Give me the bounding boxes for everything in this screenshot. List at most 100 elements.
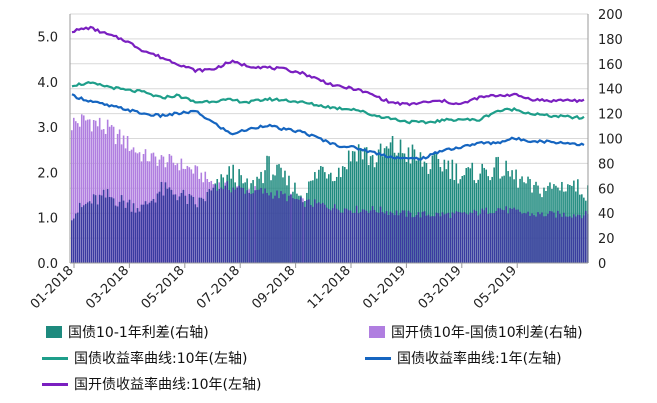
bar-overlap [124, 207, 127, 263]
bar-overlap [256, 189, 258, 263]
bar-overlap [208, 189, 211, 263]
bar-overlap [569, 216, 571, 263]
bar-overlap [505, 206, 507, 263]
bar-overlap [314, 199, 316, 263]
left-tick-label: 0.0 [37, 257, 58, 272]
bar-overlap [445, 213, 448, 263]
bar-overlap [517, 209, 519, 263]
bar-overlap [577, 214, 579, 263]
bar-overlap [238, 185, 240, 263]
bar [138, 152, 141, 263]
bar-overlap [158, 191, 161, 263]
bar [96, 126, 99, 263]
bar-overlap [71, 220, 73, 263]
bar-overlap [108, 196, 111, 263]
right-tick-label: 80 [598, 157, 615, 172]
bar-overlap [232, 187, 234, 263]
bar [419, 152, 422, 263]
bar-overlap [192, 197, 195, 263]
bar [387, 148, 390, 263]
bar [90, 131, 93, 263]
bar-overlap [401, 210, 404, 263]
bar-overlap [377, 212, 380, 263]
bar-overlap [168, 187, 171, 263]
bar-overlap [204, 201, 207, 263]
bar-overlap [497, 208, 499, 263]
bar-overlap [463, 212, 466, 263]
bar-overlap [399, 212, 402, 263]
bar-overlap [96, 204, 99, 263]
bar-overlap [469, 212, 472, 263]
right-tick-label: 160 [598, 58, 623, 73]
bar-overlap [449, 217, 452, 263]
bar-overlap [304, 206, 306, 263]
bar-overlap [150, 200, 153, 263]
bar-overlap [519, 211, 521, 263]
bar-series [71, 114, 589, 264]
bar-overlap [453, 213, 456, 263]
bar-overlap [118, 201, 121, 263]
x-tick-label: 07-2018 [194, 263, 243, 312]
bar [437, 158, 440, 263]
bar-overlap [212, 187, 215, 263]
bar-overlap [306, 199, 308, 263]
bar-overlap [148, 202, 151, 263]
bar-overlap [182, 189, 185, 263]
left-tick-label: 1.0 [37, 212, 58, 227]
right-tick-label: 100 [598, 133, 623, 148]
bar [451, 159, 454, 263]
bar-overlap [579, 215, 581, 263]
bar-overlap [326, 207, 328, 263]
bar-overlap [425, 215, 428, 263]
bar-overlap [345, 208, 348, 263]
bar-overlap [174, 194, 177, 263]
bar-overlap [395, 210, 398, 263]
bar-overlap [268, 195, 270, 263]
bar [112, 126, 115, 263]
bar-overlap [122, 200, 125, 263]
bar-overlap [551, 211, 553, 263]
bar [411, 144, 414, 263]
bar-overlap [351, 212, 354, 263]
bar-overlap [583, 215, 585, 263]
bar-overlap [88, 201, 91, 263]
bar-overlap [531, 213, 533, 263]
bar-overlap [288, 195, 290, 263]
bar-overlap [371, 206, 374, 263]
left-tick-label: 4.0 [37, 76, 58, 91]
bar-overlap [581, 218, 583, 263]
bar [403, 153, 406, 263]
bar-overlap [335, 208, 338, 263]
bar [417, 157, 420, 263]
line-series [71, 25, 585, 161]
bar [110, 125, 113, 264]
bar-overlap [236, 187, 238, 263]
bar [98, 117, 101, 264]
bar-overlap [234, 189, 236, 263]
bar-overlap [347, 210, 350, 263]
bar-overlap [475, 210, 478, 263]
bar [88, 119, 91, 264]
bar-overlap [130, 211, 133, 263]
bar [495, 157, 497, 263]
bar-overlap [495, 210, 497, 263]
bar-overlap [363, 209, 366, 263]
bar-overlap [196, 207, 199, 263]
bar [357, 144, 360, 263]
bar-overlap [252, 193, 254, 263]
bar-overlap [176, 200, 179, 263]
bar [71, 130, 73, 263]
bar-overlap [403, 210, 406, 263]
bar-overlap [413, 216, 416, 263]
bar-overlap [254, 190, 256, 263]
bar-overlap [483, 210, 485, 263]
right-tick-label: 120 [598, 108, 623, 123]
bar-overlap [178, 196, 181, 263]
bar-overlap [557, 210, 559, 263]
bar-overlap [381, 212, 384, 263]
bar-overlap [485, 207, 487, 263]
bar-overlap [529, 215, 531, 263]
bar-overlap [501, 209, 503, 263]
bar-overlap [585, 210, 587, 263]
bar-overlap [102, 189, 105, 263]
